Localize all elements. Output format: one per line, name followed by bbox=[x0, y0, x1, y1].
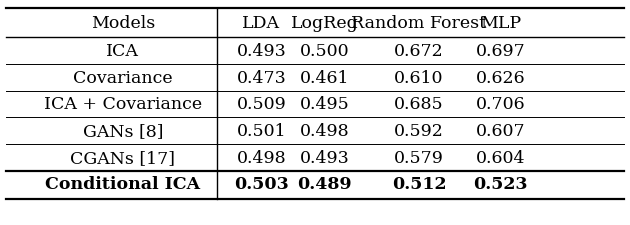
Text: 0.509: 0.509 bbox=[237, 96, 286, 113]
Text: ICA: ICA bbox=[106, 43, 139, 60]
Text: 0.498: 0.498 bbox=[237, 149, 286, 166]
Text: 0.500: 0.500 bbox=[300, 43, 349, 60]
Text: 0.493: 0.493 bbox=[300, 149, 349, 166]
Text: 0.592: 0.592 bbox=[394, 122, 444, 140]
Text: 0.498: 0.498 bbox=[300, 122, 349, 140]
Text: CGANs [17]: CGANs [17] bbox=[71, 149, 175, 166]
Text: 0.461: 0.461 bbox=[300, 69, 349, 86]
Text: Covariance: Covariance bbox=[73, 69, 173, 86]
Text: 0.501: 0.501 bbox=[237, 122, 286, 140]
Text: 0.493: 0.493 bbox=[237, 43, 286, 60]
Text: 0.672: 0.672 bbox=[394, 43, 444, 60]
Text: 0.626: 0.626 bbox=[476, 69, 525, 86]
Text: 0.685: 0.685 bbox=[394, 96, 444, 113]
Text: 0.503: 0.503 bbox=[234, 176, 289, 193]
Text: 0.706: 0.706 bbox=[476, 96, 525, 113]
Text: Conditional ICA: Conditional ICA bbox=[45, 176, 200, 193]
Text: Models: Models bbox=[91, 15, 155, 32]
Text: LDA: LDA bbox=[243, 15, 280, 32]
Text: 0.495: 0.495 bbox=[300, 96, 349, 113]
Text: 0.697: 0.697 bbox=[476, 43, 525, 60]
Text: 0.604: 0.604 bbox=[476, 149, 525, 166]
Text: 0.523: 0.523 bbox=[474, 176, 528, 193]
Text: 0.512: 0.512 bbox=[392, 176, 446, 193]
Text: 0.579: 0.579 bbox=[394, 149, 444, 166]
Text: ICA + Covariance: ICA + Covariance bbox=[44, 96, 202, 113]
Text: LogReg: LogReg bbox=[290, 15, 358, 32]
Text: 0.489: 0.489 bbox=[297, 176, 352, 193]
Text: 0.610: 0.610 bbox=[394, 69, 444, 86]
Text: MLP: MLP bbox=[480, 15, 522, 32]
Text: 0.473: 0.473 bbox=[237, 69, 286, 86]
Text: 0.607: 0.607 bbox=[476, 122, 525, 140]
Text: GANs [8]: GANs [8] bbox=[83, 122, 163, 140]
Text: Random Forest: Random Forest bbox=[352, 15, 486, 32]
